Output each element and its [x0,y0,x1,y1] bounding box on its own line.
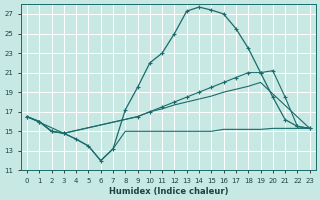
X-axis label: Humidex (Indice chaleur): Humidex (Indice chaleur) [108,187,228,196]
